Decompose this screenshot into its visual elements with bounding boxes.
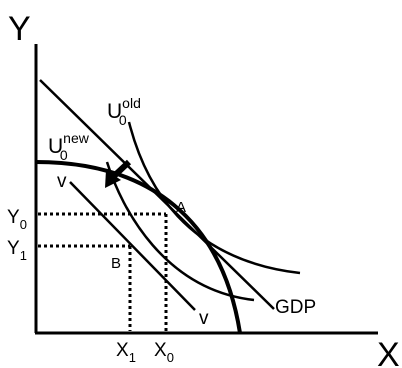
y0-tick-label: Y0	[7, 207, 27, 232]
y1-tick-label: Y1	[7, 238, 27, 263]
point-a-label: A	[176, 199, 186, 216]
production-frontier-curve	[35, 160, 242, 334]
x-axis-label: X	[377, 336, 400, 368]
indifference-curve-new	[105, 161, 255, 302]
u-old-label: Uold 0	[107, 95, 141, 128]
v-upper-label: v	[57, 171, 67, 192]
price-line-v	[69, 181, 196, 311]
x0-tick-label: X0	[154, 340, 174, 365]
u-new-label: Unew 0	[48, 130, 90, 163]
point-b-label: B	[111, 255, 121, 272]
y-axis-label: Y	[8, 10, 31, 48]
v-lower-label: v	[199, 308, 209, 329]
indifference-curve-old	[127, 121, 301, 275]
x1-tick-label: X1	[116, 340, 136, 365]
shift-arrow	[105, 159, 132, 188]
gdp-label: GDP	[275, 297, 316, 318]
